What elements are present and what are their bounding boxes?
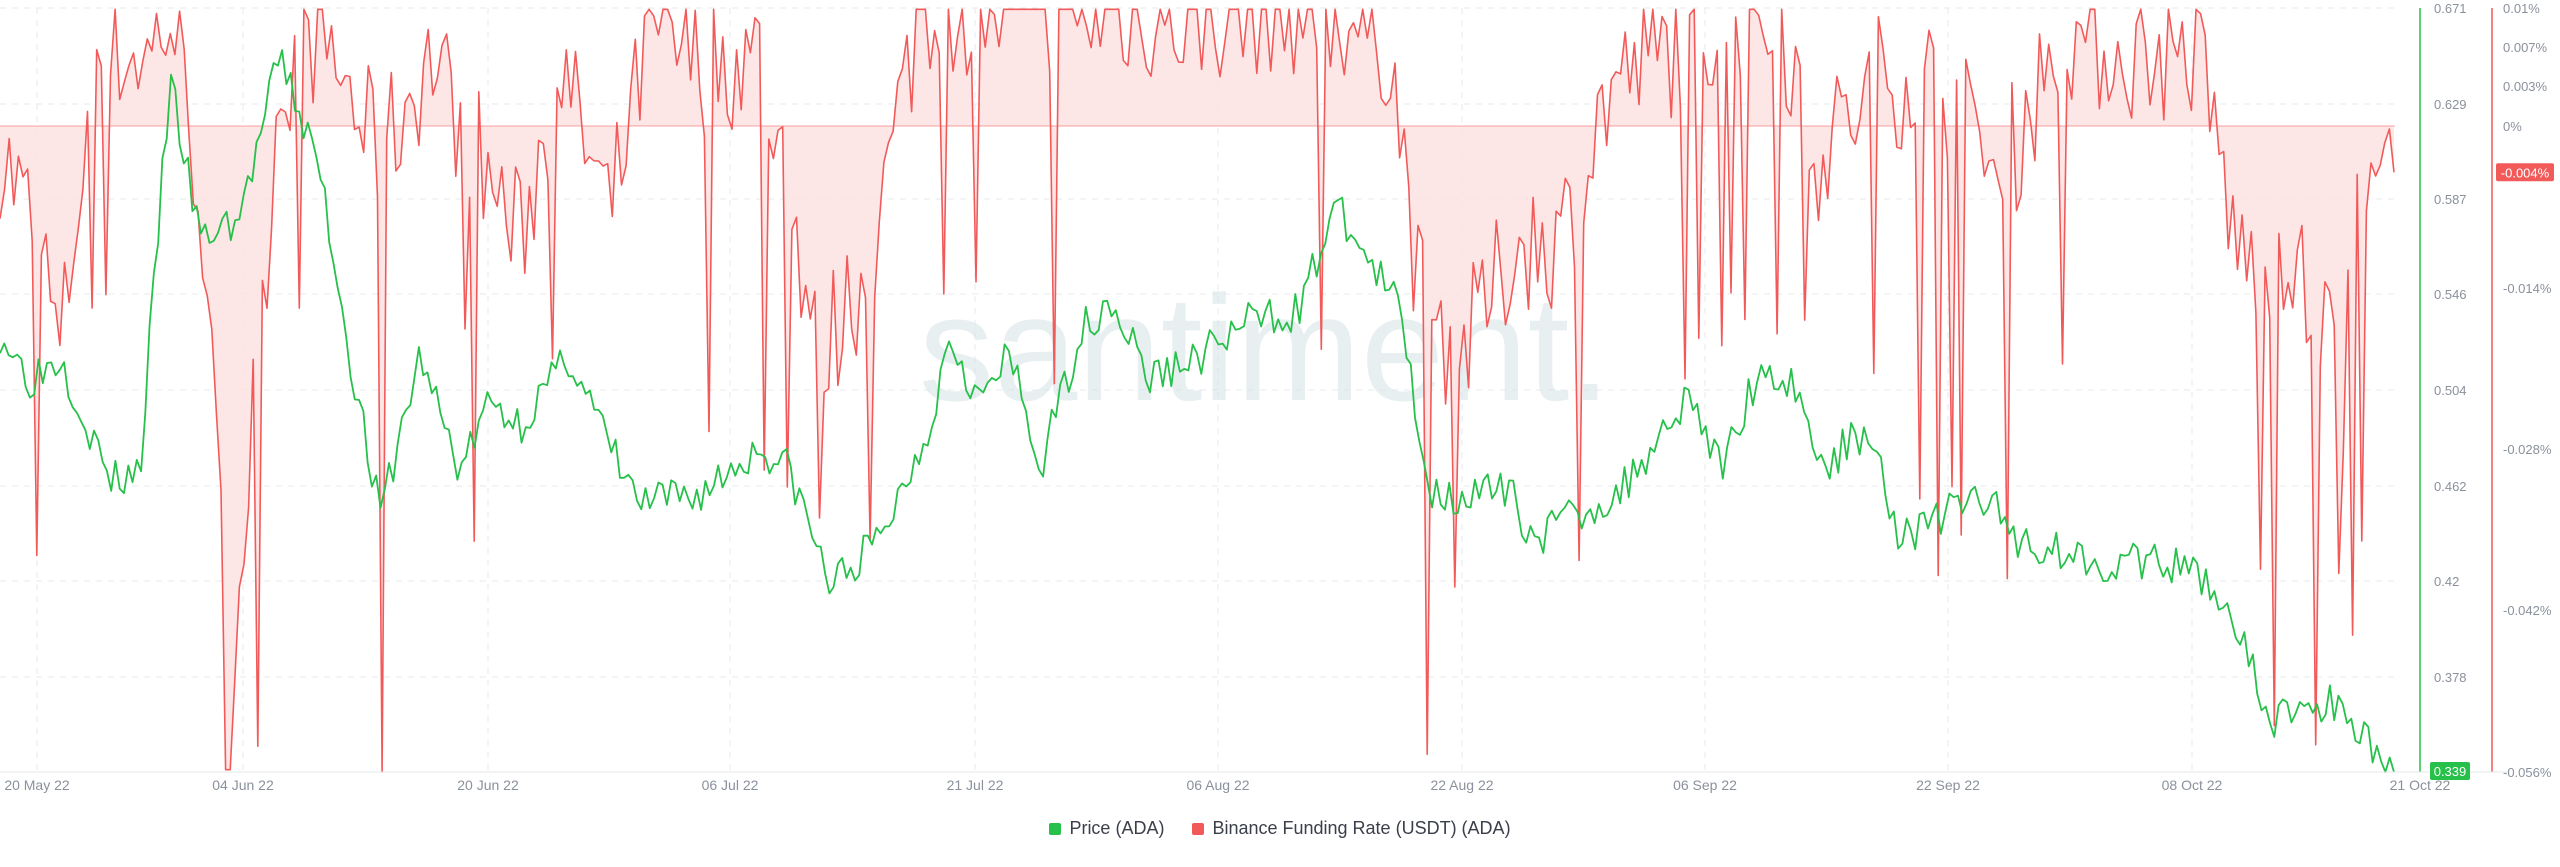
price-tick-label: 0.587 bbox=[2434, 192, 2467, 207]
price-series bbox=[0, 49, 2395, 773]
price-line bbox=[0, 49, 2395, 773]
tick-labels: 20 May 22 04 Jun 22 20 Jun 22 06 Jul 22 21 J… bbox=[4, 1, 2554, 793]
funding-current-label: -0.004% bbox=[2501, 165, 2550, 180]
x-tick-label: 21 Oct 22 bbox=[2390, 777, 2451, 793]
x-tick-label: 22 Aug 22 bbox=[1430, 777, 1493, 793]
price-tick-label: 0.504 bbox=[2434, 383, 2467, 398]
funding-rate-line bbox=[0, 8, 2395, 773]
funding-tick-label: -0.014% bbox=[2503, 281, 2552, 296]
funding-rate-area bbox=[0, 9, 2394, 773]
price-tick-label: 0.462 bbox=[2434, 479, 2467, 494]
legend-label-funding: Binance Funding Rate (USDT) (ADA) bbox=[1212, 818, 1511, 838]
price-tick-label: 0.629 bbox=[2434, 97, 2467, 112]
funding-tick-label: -0.028% bbox=[2503, 442, 2552, 457]
price-current-badge bbox=[2430, 762, 2470, 780]
price-tick-label: 0.42 bbox=[2434, 574, 2459, 589]
x-tick-label: 20 May 22 bbox=[4, 777, 70, 793]
price-tick-label: 0.546 bbox=[2434, 287, 2467, 302]
funding-tick-label: -0.042% bbox=[2503, 603, 2552, 618]
x-tick-label: 21 Jul 22 bbox=[947, 777, 1004, 793]
watermark: santiment. bbox=[919, 264, 1611, 432]
grid-lines bbox=[0, 7, 2395, 772]
funding-current-badge bbox=[2496, 163, 2554, 182]
chart-svg: santiment. 20 May 22 04 Jun 22 20 Jun 22 06… bbox=[0, 1, 2554, 793]
x-tick-label: 06 Sep 22 bbox=[1673, 777, 1737, 793]
price-tick-label: 0.671 bbox=[2434, 1, 2467, 16]
price-tick-label: 0.378 bbox=[2434, 670, 2467, 685]
price-current-label: 0.339 bbox=[2434, 764, 2467, 779]
x-tick-label: 22 Sep 22 bbox=[1916, 777, 1980, 793]
funding-tick-label: -0.056% bbox=[2503, 765, 2552, 780]
legend: Price (ADA) Binance Funding Rate (USDT) … bbox=[0, 818, 2560, 839]
x-tick-label: 20 Jun 22 bbox=[457, 777, 519, 793]
legend-item-price[interactable]: Price (ADA) bbox=[1049, 818, 1164, 839]
axes bbox=[0, 8, 2510, 773]
funding-tick-label: 0.003% bbox=[2503, 79, 2548, 94]
funding-tick-label: 0.007% bbox=[2503, 40, 2548, 55]
x-tick-label: 06 Aug 22 bbox=[1186, 777, 1249, 793]
legend-item-funding[interactable]: Binance Funding Rate (USDT) (ADA) bbox=[1192, 818, 1511, 839]
funding-tick-label: 0.01% bbox=[2503, 1, 2540, 16]
funding-rate-series bbox=[0, 8, 2395, 773]
legend-swatch-price bbox=[1049, 822, 1062, 835]
legend-label-price: Price (ADA) bbox=[1069, 818, 1165, 838]
funding-tick-label: 0% bbox=[2503, 119, 2522, 134]
x-tick-label: 08 Oct 22 bbox=[2162, 777, 2223, 793]
x-tick-label: 04 Jun 22 bbox=[212, 777, 274, 793]
legend-swatch-funding bbox=[1192, 822, 1205, 835]
x-tick-label: 06 Jul 22 bbox=[702, 777, 759, 793]
